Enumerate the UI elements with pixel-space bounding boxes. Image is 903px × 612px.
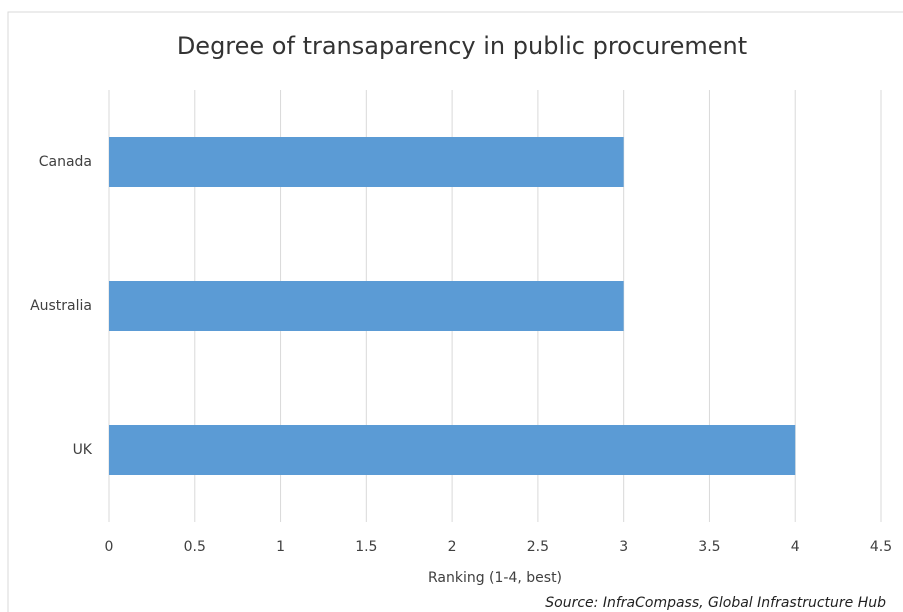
x-tick-label: 0.5	[184, 539, 206, 555]
x-tick-label: 2	[448, 539, 457, 555]
chart-title: Degree of transaparency in public procur…	[177, 32, 747, 60]
x-tick-label: 1	[276, 539, 285, 555]
x-axis-label: Ranking (1-4, best)	[428, 570, 562, 586]
source-note: Source: InfraCompass, Global Infrastruct…	[545, 595, 886, 611]
bar	[109, 425, 796, 475]
x-tick-label: 2.5	[527, 539, 549, 555]
x-tick-label: 1.5	[355, 539, 377, 555]
x-tick-label: 3.5	[698, 539, 720, 555]
y-tick-label: Australia	[30, 298, 92, 314]
x-tick-label: 0	[105, 539, 114, 555]
bar	[109, 281, 624, 331]
x-tick-label: 4	[791, 539, 800, 555]
y-tick-label: UK	[73, 442, 93, 458]
y-tick-label: Canada	[39, 154, 92, 170]
x-tick-label: 3	[619, 539, 628, 555]
x-tick-label: 4.5	[870, 539, 892, 555]
bar	[109, 137, 624, 187]
